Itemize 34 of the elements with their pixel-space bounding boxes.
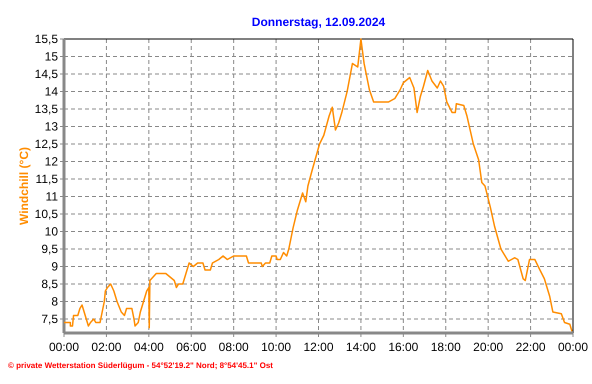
x-tick-label: 16:00 <box>388 340 419 354</box>
y-tick-label: 12 <box>44 154 58 169</box>
x-tick-label: 00:00 <box>558 340 588 354</box>
x-tick-label: 18:00 <box>430 340 462 354</box>
x-tick-label: 12:00 <box>303 340 334 354</box>
y-tick-label: 7,5 <box>41 312 58 326</box>
y-tick-label: 14 <box>44 84 58 99</box>
x-tick-label: 06:00 <box>176 340 207 354</box>
chart-title: Donnerstag, 12.09.2024 <box>252 15 386 29</box>
y-tick-label: 15 <box>44 50 58 64</box>
y-tick-label: 11 <box>46 190 58 204</box>
y-tick-label: 12,5 <box>34 137 58 152</box>
y-tick-label: 10 <box>44 224 58 239</box>
y-tick-label: 10,5 <box>34 207 58 222</box>
y-tick-label: 11,5 <box>36 172 58 186</box>
x-tick-label: 08:00 <box>218 340 250 354</box>
x-tick-label: 00:00 <box>48 340 80 354</box>
y-tick-label: 9 <box>51 260 58 274</box>
x-tick-label: 04:00 <box>134 340 164 354</box>
y-axis-title: Windchill (°C) <box>17 146 31 226</box>
x-tick-label: 14:00 <box>346 340 376 354</box>
line-series <box>63 38 573 332</box>
text: © private Wetterstation Süderlügum - 54°52'19.2" Nord; 8°54'45.1" Ost <box>8 361 274 370</box>
y-tick-label: 9,5 <box>41 242 58 256</box>
y-tick-label: 13 <box>44 120 58 134</box>
y-tick-label: 14,5 <box>34 67 58 82</box>
y-tick-label: 8,5 <box>41 277 58 292</box>
y-tick-label: 8 <box>51 294 58 309</box>
x-tick-label: 20:00 <box>473 340 504 354</box>
y-tick-label: 13,5 <box>34 102 58 116</box>
y-tick-label: 15,5 <box>34 32 58 46</box>
x-tick-label: 22:00 <box>516 340 546 354</box>
x-tick-label: 02:00 <box>91 340 122 354</box>
x-tick-label: 10:00 <box>261 340 292 354</box>
